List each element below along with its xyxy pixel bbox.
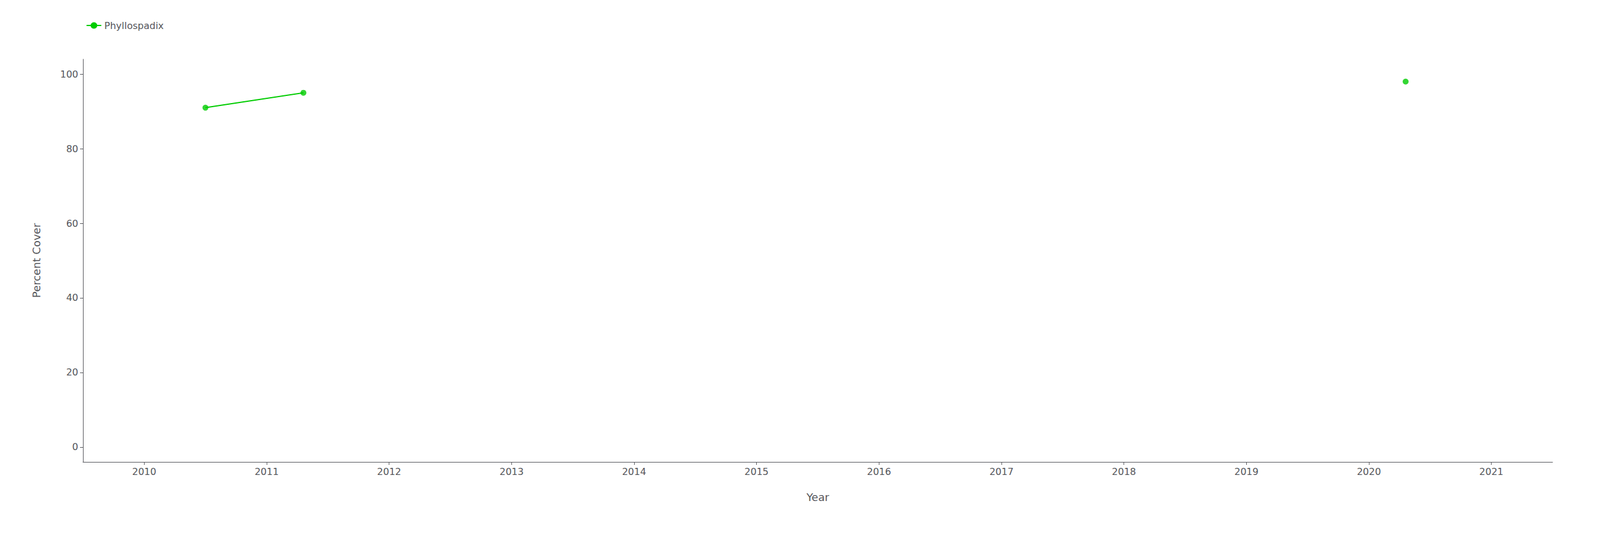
svg-text:60: 60 xyxy=(66,218,79,230)
svg-text:2014: 2014 xyxy=(622,466,647,478)
svg-text:2011: 2011 xyxy=(254,466,280,478)
svg-text:2016: 2016 xyxy=(866,466,892,478)
svg-text:100: 100 xyxy=(59,68,79,80)
svg-text:2015: 2015 xyxy=(744,466,769,478)
svg-text:20: 20 xyxy=(66,366,79,379)
svg-text:2017: 2017 xyxy=(989,466,1014,478)
svg-text:2012: 2012 xyxy=(376,466,402,478)
svg-text:2019: 2019 xyxy=(1234,466,1259,478)
svg-text:0: 0 xyxy=(72,441,79,453)
svg-text:40: 40 xyxy=(66,292,79,304)
svg-text:2020: 2020 xyxy=(1357,466,1382,478)
svg-text:Year: Year xyxy=(805,491,830,504)
svg-text:Percent Cover: Percent Cover xyxy=(30,222,43,299)
svg-text:Phyllospadix: Phyllospadix xyxy=(104,20,164,32)
svg-text:80: 80 xyxy=(66,143,79,155)
svg-text:2018: 2018 xyxy=(1111,466,1136,478)
svg-text:2021: 2021 xyxy=(1479,466,1504,478)
svg-text:2010: 2010 xyxy=(132,466,157,478)
svg-text:2013: 2013 xyxy=(499,466,524,478)
